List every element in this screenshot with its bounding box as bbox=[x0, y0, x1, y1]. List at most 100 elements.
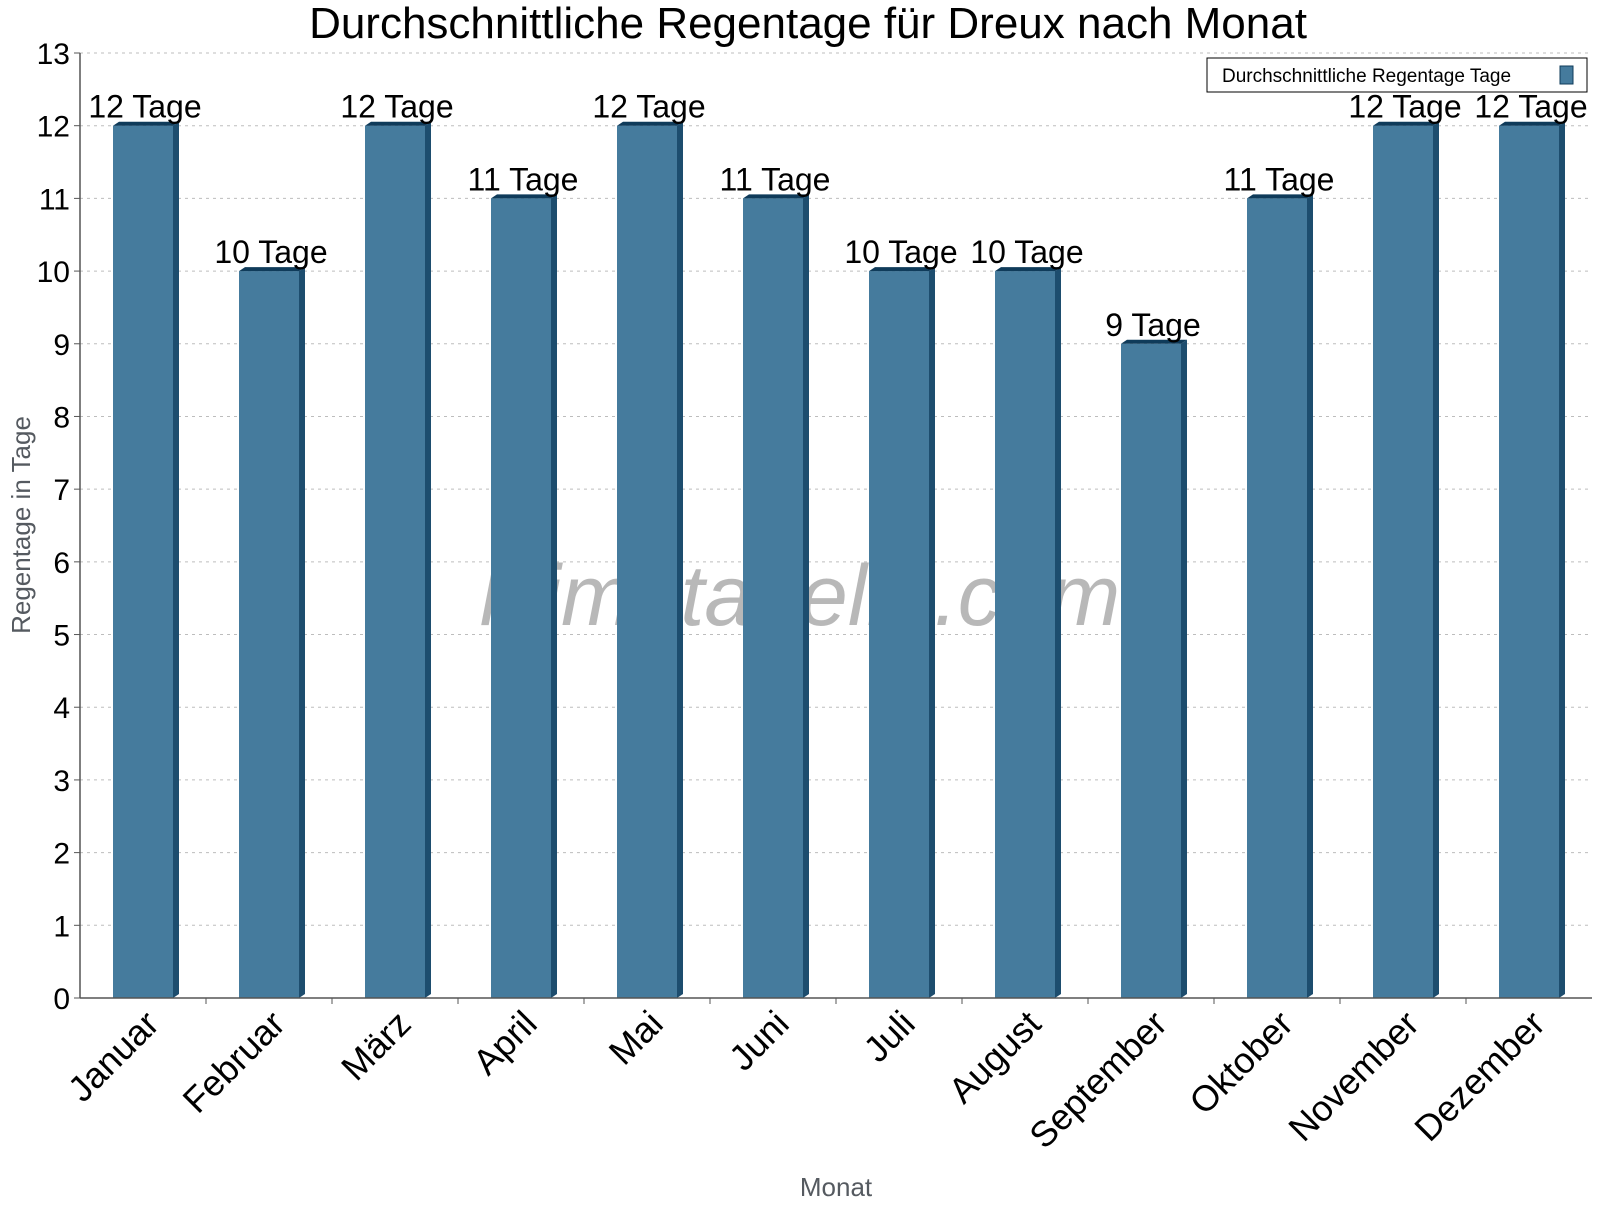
bar-face bbox=[1499, 125, 1559, 998]
bar-top bbox=[1121, 339, 1187, 344]
data-label: 12 Tage bbox=[592, 89, 705, 125]
bar-dezember bbox=[1499, 121, 1565, 998]
bar-top bbox=[869, 267, 935, 272]
bar-februar bbox=[239, 267, 305, 999]
bar-top bbox=[743, 194, 809, 199]
x-tick-label: Februar bbox=[175, 1003, 293, 1121]
data-labels: 12 Tage 10 Tage 12 Tage 11 Tage 12 Tage 11 Ta… bbox=[88, 89, 1587, 343]
data-label: 11 Tage bbox=[1224, 161, 1335, 197]
bar-side bbox=[929, 267, 935, 999]
grid-lines bbox=[80, 52, 1592, 926]
bar-side bbox=[1433, 121, 1439, 998]
bar-face bbox=[1121, 343, 1181, 998]
bar-face bbox=[869, 271, 929, 999]
bar-juli bbox=[869, 267, 935, 999]
x-tick-label: Januar bbox=[60, 1003, 167, 1110]
legend-swatch bbox=[1559, 65, 1574, 85]
y-tick-label: 7 bbox=[53, 474, 70, 507]
bar-september bbox=[1121, 339, 1187, 998]
bar-april bbox=[491, 194, 557, 998]
bar-face bbox=[365, 125, 425, 998]
x-tick-label: Mai bbox=[601, 1003, 671, 1073]
legend: Durchschnittliche Regentage Tage bbox=[1206, 57, 1588, 93]
data-label: 10 Tage bbox=[214, 234, 327, 270]
y-tick-label: 1 bbox=[53, 910, 70, 943]
bar-face bbox=[1247, 198, 1307, 998]
bar-side bbox=[803, 194, 809, 998]
data-label: 9 Tage bbox=[1105, 307, 1201, 343]
y-tick-label: 5 bbox=[53, 620, 70, 653]
y-tick-label: 3 bbox=[53, 765, 70, 798]
y-tick-label: 10 bbox=[37, 256, 70, 289]
bar-top bbox=[491, 194, 557, 199]
data-label: 12 Tage bbox=[88, 89, 201, 125]
x-tick-label: August bbox=[940, 1003, 1048, 1111]
x-tick-label: Juli bbox=[855, 1003, 922, 1070]
y-tick-label: 4 bbox=[53, 692, 70, 725]
bar-top bbox=[365, 121, 431, 126]
bars bbox=[113, 121, 1565, 999]
y-tick-label: 12 bbox=[37, 111, 70, 144]
bar-side bbox=[551, 194, 557, 998]
bar-face bbox=[491, 198, 551, 998]
y-tick-label: 2 bbox=[53, 838, 70, 871]
bar-face bbox=[743, 198, 803, 998]
x-axis-ticks: Januar Februar März April Mai Juni Juli AugustS… bbox=[60, 1003, 1553, 1157]
y-tick-label: 8 bbox=[53, 401, 70, 434]
bar-side bbox=[1055, 267, 1061, 999]
bar-januar bbox=[113, 121, 179, 998]
x-axis-label: Monat bbox=[800, 1172, 873, 1200]
bar-side bbox=[299, 267, 305, 999]
bar-side bbox=[677, 121, 683, 998]
y-tick-label: 11 bbox=[39, 183, 70, 216]
bar-top bbox=[617, 121, 683, 126]
y-tick-label: 0 bbox=[53, 983, 70, 1016]
bar-top bbox=[1373, 121, 1439, 126]
bar-side bbox=[1181, 339, 1187, 998]
chart-title: Durchschnittliche Regentage für Dreux na… bbox=[309, 0, 1307, 48]
bar-oktober bbox=[1247, 194, 1313, 998]
data-label: 10 Tage bbox=[970, 234, 1083, 270]
bar-november bbox=[1373, 121, 1439, 998]
bar-side bbox=[173, 121, 179, 998]
bar-top bbox=[239, 267, 305, 272]
bar-top bbox=[995, 267, 1061, 272]
x-tick-label: Oktober bbox=[1181, 1003, 1301, 1123]
bar-side bbox=[425, 121, 431, 998]
y-tick-label: 13 bbox=[37, 38, 70, 71]
data-label: 12 Tage bbox=[1474, 89, 1587, 125]
legend-box bbox=[1206, 57, 1588, 93]
bar-side bbox=[1307, 194, 1313, 998]
data-label: 11 Tage bbox=[468, 161, 579, 197]
axes bbox=[74, 52, 1592, 1004]
bar-märz bbox=[365, 121, 431, 998]
x-tick-label: Dezember bbox=[1406, 1003, 1552, 1149]
bar-august bbox=[995, 267, 1061, 999]
bar-top bbox=[1247, 194, 1313, 199]
bar-side bbox=[1559, 121, 1565, 998]
bar-face bbox=[995, 271, 1055, 999]
x-tick-label: September bbox=[1021, 1003, 1175, 1157]
bar-top bbox=[113, 121, 179, 126]
legend-label: Durchschnittliche Regentage Tage bbox=[1222, 66, 1511, 87]
data-label: 10 Tage bbox=[844, 234, 957, 270]
x-tick-label: Juni bbox=[721, 1003, 797, 1079]
y-axis-label: Regentage in Tage bbox=[6, 416, 36, 634]
x-tick-label: April bbox=[465, 1003, 545, 1083]
bar-face bbox=[1373, 125, 1433, 998]
x-tick-label: März bbox=[333, 1003, 419, 1089]
bar-top bbox=[1499, 121, 1565, 126]
data-label: 12 Tage bbox=[340, 89, 453, 125]
bar-juni bbox=[743, 194, 809, 998]
bar-mai bbox=[617, 121, 683, 998]
bar-face bbox=[113, 125, 173, 998]
data-label: 12 Tage bbox=[1348, 89, 1461, 125]
bar-face bbox=[617, 125, 677, 998]
bar-face bbox=[239, 271, 299, 999]
y-tick-label: 6 bbox=[53, 547, 70, 580]
y-tick-label: 9 bbox=[53, 329, 70, 362]
x-tick-label: November bbox=[1280, 1003, 1426, 1149]
